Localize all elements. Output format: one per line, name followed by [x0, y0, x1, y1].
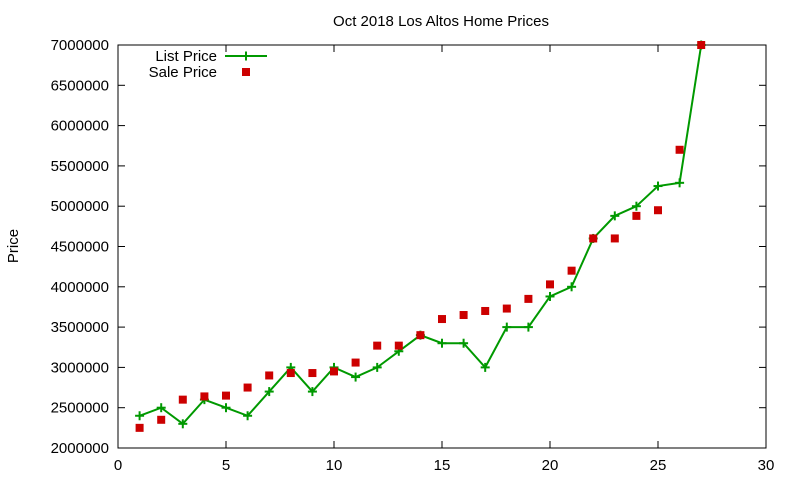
data-point-sale-price [546, 280, 554, 289]
data-point-sale-price [524, 294, 533, 303]
data-point-sale-price [567, 266, 576, 275]
x-tick-label: 5 [222, 457, 230, 474]
data-point-list-price [221, 403, 231, 413]
x-tick-label: 25 [650, 457, 667, 474]
data-point-list-price [459, 338, 469, 348]
data-point-list-price [135, 411, 145, 421]
data-point-sale-price [373, 341, 382, 350]
y-tick-label: 7000000 [51, 37, 109, 54]
data-point-list-price [502, 322, 512, 332]
x-tick-label: 10 [326, 457, 343, 474]
y-tick-label: 6500000 [51, 77, 109, 94]
data-point-list-price [567, 282, 577, 292]
data-point-sale-price [135, 423, 144, 432]
y-tick-label: 3500000 [51, 319, 109, 336]
data-point-sale-price [589, 234, 598, 243]
data-point-sale-price [438, 315, 446, 324]
x-axis: 0 5 10 15 20 25 30 [114, 45, 775, 474]
data-point-list-price [523, 322, 533, 332]
data-point-list-price [156, 403, 166, 413]
data-point-sale-price [200, 392, 209, 401]
data-point-list-price [437, 338, 447, 348]
data-point-sale-price [286, 369, 295, 378]
y-tick-label: 4500000 [51, 239, 109, 256]
data-point-list-price [243, 411, 253, 421]
data-point-sale-price [222, 391, 230, 400]
data-point-sale-price [157, 415, 166, 424]
y-tick-label: 2500000 [51, 400, 109, 417]
data-point-sale-price [632, 211, 641, 220]
data-point-sale-price [351, 358, 360, 367]
data-point-list-price [351, 372, 361, 382]
data-point-list-price [480, 362, 490, 372]
x-tick-label: 30 [758, 457, 775, 474]
data-point-sale-price [610, 234, 619, 243]
x-tick-label: 15 [434, 457, 451, 474]
chart-title: Oct 2018 Los Altos Home Prices [333, 13, 549, 30]
data-point-sale-price [654, 206, 662, 215]
data-point-sale-price [481, 306, 490, 315]
x-tick-label: 20 [542, 457, 559, 474]
data-point-sale-price [265, 371, 274, 380]
y-tick-label: 4000000 [51, 279, 109, 296]
data-point-sale-price [675, 145, 684, 154]
y-tick-label: 3000000 [51, 359, 109, 376]
y-tick-label: 5500000 [51, 158, 109, 175]
legend-label-list-price: List Price [155, 48, 217, 65]
data-point-list-price [653, 181, 663, 191]
data-point-list-price [372, 362, 382, 372]
data-point-list-price [264, 387, 274, 397]
data-point-sale-price [330, 367, 338, 376]
legend-label-sale-price: Sale Price [149, 64, 217, 81]
data-point-sale-price [178, 395, 187, 404]
y-axis: 2000000 2500000 3000000 3500000 4000000 45000… [51, 37, 766, 457]
legend-marker-sale-price [242, 68, 250, 76]
data-point-sale-price [243, 383, 252, 392]
y-tick-label: 6000000 [51, 118, 109, 135]
series-layer [135, 40, 706, 432]
data-point-list-price [675, 178, 685, 188]
data-point-list-price [631, 201, 641, 211]
y-axis-label: Price [5, 229, 22, 263]
data-point-sale-price [416, 331, 425, 340]
data-point-sale-price [308, 369, 317, 378]
data-point-sale-price [394, 341, 403, 350]
data-point-sale-price [697, 41, 706, 49]
data-point-sale-price [459, 311, 468, 320]
x-tick-label: 0 [114, 457, 122, 474]
data-point-sale-price [502, 304, 511, 313]
plot-frame [117, 44, 767, 449]
series-line-list-price [139, 44, 703, 426]
data-point-list-price [178, 419, 188, 429]
data-point-list-price [307, 387, 317, 397]
data-point-list-price [610, 211, 620, 221]
data-point-list-price [545, 291, 555, 301]
y-tick-label: 2000000 [51, 440, 109, 457]
y-tick-label: 5000000 [51, 198, 109, 215]
